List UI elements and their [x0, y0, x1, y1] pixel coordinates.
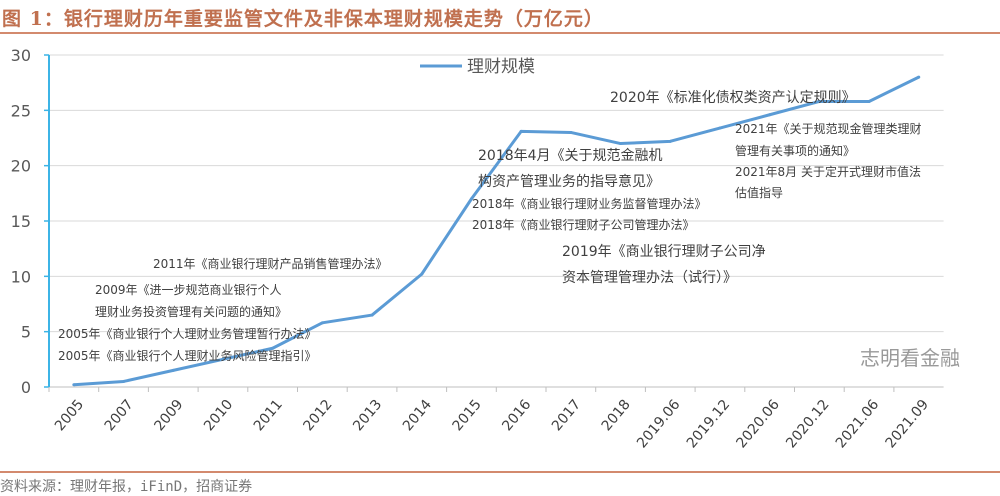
source-divider — [0, 471, 1000, 473]
line-chart: 0 5 10 15 20 25 30 2005 2007 2009 2010 2011 2012 2013… — [11, 46, 944, 452]
x-tick-label: 2005 — [52, 397, 87, 435]
annotation: 资本管理管理办法（试行）》 — [562, 270, 737, 286]
data-point — [171, 368, 175, 372]
watermark: 志明看金融 — [860, 346, 960, 370]
annotation: 管理有关事项的通知》 — [735, 143, 855, 158]
x-tick-label: 2021.06 — [833, 397, 883, 452]
y-tick-label: 15 — [11, 212, 31, 231]
x-tick-label: 2017 — [549, 397, 584, 435]
annotation: 2021年8月 关于定开式理财市值法 — [735, 164, 921, 179]
annotation: 2018年《商业银行理财业务监督管理办法》 — [472, 196, 707, 211]
y-tick-label: 5 — [21, 323, 31, 342]
annotation: 2021年《关于规范现金管理类理财 — [735, 121, 922, 136]
annotation: 2005年《商业银行个人理财业务风险管理指引》 — [58, 348, 317, 363]
data-point — [72, 383, 76, 387]
data-point — [420, 272, 424, 276]
data-point — [271, 346, 275, 350]
y-tick-label: 20 — [11, 157, 31, 176]
annotation: 估值指导 — [735, 185, 783, 200]
source-note: 资料来源：理财年报，iFinD，招商证券 — [0, 479, 253, 495]
figure-title: 图 1：银行理财历年重要监管文件及非保本理财规模走势（万亿元） — [2, 8, 604, 30]
x-tick-label: 2018 — [599, 397, 634, 435]
data-point — [619, 142, 623, 146]
data-point — [867, 99, 871, 103]
x-tick-label: 2016 — [499, 397, 534, 435]
x-tick-label: 2012 — [300, 397, 335, 435]
data-point — [469, 197, 473, 201]
title-divider — [0, 32, 1000, 34]
x-tick-label: 2014 — [400, 397, 435, 435]
annotation: 2009年《进一步规范商业银行个人 — [95, 282, 282, 297]
x-tick-label: 2010 — [201, 397, 236, 435]
x-tick-label: 2020.12 — [783, 397, 832, 452]
data-point — [221, 357, 225, 361]
data-point — [718, 126, 722, 130]
annotation: 2011年《商业银行理财产品销售管理办法》 — [153, 256, 388, 271]
annotation: 2020年《标准化债权类资产认定规则》 — [610, 90, 856, 106]
y-tick-label: 0 — [21, 378, 31, 397]
data-point — [370, 313, 374, 317]
y-tick-label: 25 — [11, 101, 31, 120]
annotation: 2018年《商业银行理财子公司管理办法》 — [472, 217, 695, 232]
data-point — [668, 139, 672, 143]
annotation: 2005年《商业银行个人理财业务管理暂行办法》 — [58, 326, 317, 341]
y-tick-label: 30 — [11, 46, 31, 65]
y-tick-label: 10 — [11, 267, 31, 286]
legend-label: 理财规模 — [467, 57, 535, 77]
data-point — [519, 129, 523, 133]
x-tick-label: 2013 — [350, 397, 385, 435]
annotation: 理财业务投资管理有关问题的通知》 — [95, 304, 287, 319]
data-point — [768, 113, 772, 117]
series-line — [73, 75, 920, 387]
x-tick-label: 2021.09 — [883, 397, 932, 452]
data-point — [122, 379, 126, 383]
x-tick-label: 2015 — [450, 397, 485, 435]
x-tick-label: 2019.06 — [634, 397, 684, 452]
data-point — [569, 130, 573, 134]
annotation: 2019年《商业银行理财子公司净 — [562, 244, 766, 260]
x-tick-label: 2019.12 — [684, 397, 733, 452]
x-tick-label: 2020.06 — [733, 397, 783, 452]
x-tick-label: 2011 — [251, 397, 286, 435]
annotation: 2018年4月《关于规范金融机 — [478, 147, 663, 164]
data-point — [320, 321, 324, 325]
x-tick-label: 2007 — [102, 397, 137, 435]
x-tick-label: 2009 — [151, 397, 186, 435]
data-point — [917, 75, 921, 79]
data-point — [817, 99, 821, 103]
annotation: 构资产管理业务的指导意见》 — [478, 173, 660, 190]
